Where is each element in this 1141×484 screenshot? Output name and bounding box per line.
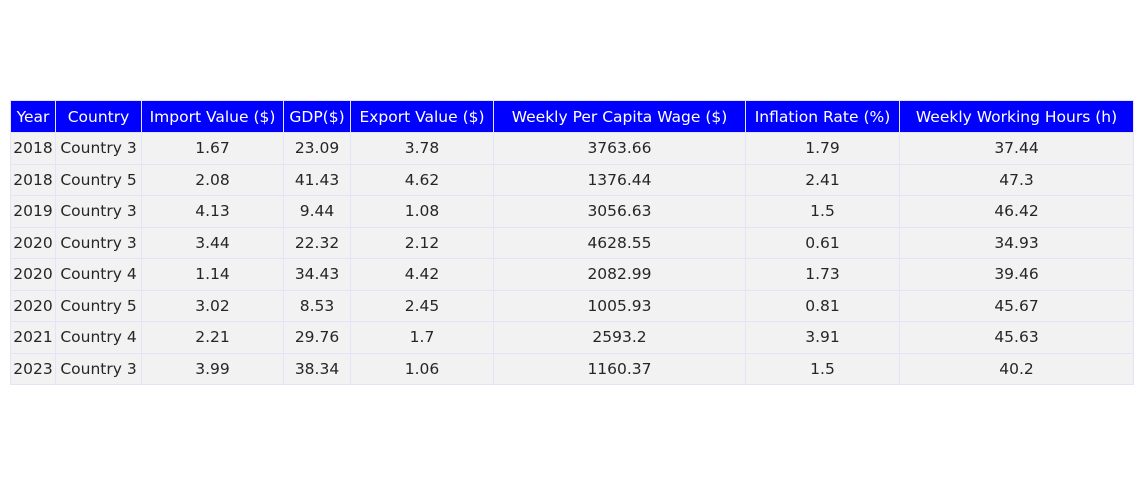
inflation-rate-cell: 3.91 — [745, 321, 900, 354]
table-row: 2020 Country 5 3.02 8.53 2.45 1005.93 0.81 45.6… — [10, 289, 1134, 322]
gdp-cell: 8.53 — [283, 289, 351, 322]
weekly-wage-cell: 3056.63 — [493, 195, 746, 228]
year-cell: 2018 — [10, 132, 56, 165]
inflation-rate-cell: 1.5 — [745, 195, 900, 228]
column-header-weekly-wage: Weekly Per Capita Wage ($) — [493, 100, 746, 133]
export-value-cell: 3.78 — [350, 132, 494, 165]
country-cell: Country 3 — [55, 352, 142, 385]
weekly-wage-cell: 3763.66 — [493, 132, 746, 165]
weekly-wage-cell: 4628.55 — [493, 226, 746, 259]
country-cell: Country 4 — [55, 321, 142, 354]
year-cell: 2018 — [10, 163, 56, 196]
working-hours-cell: 40.2 — [899, 352, 1134, 385]
column-header-inflation-rate: Inflation Rate (%) — [745, 100, 900, 133]
column-header-year: Year — [10, 100, 56, 133]
table-row: 2021 Country 4 2.21 29.76 1.7 2593.2 3.91 45.63 — [10, 321, 1134, 354]
weekly-wage-cell: 1160.37 — [493, 352, 746, 385]
import-value-cell: 3.02 — [141, 289, 284, 322]
data-table: Year Country Import Value ($) GDP($) Exp… — [10, 100, 1134, 385]
year-cell: 2021 — [10, 321, 56, 354]
weekly-wage-cell: 1005.93 — [493, 289, 746, 322]
country-cell: Country 5 — [55, 289, 142, 322]
inflation-rate-cell: 1.73 — [745, 258, 900, 291]
country-cell: Country 5 — [55, 163, 142, 196]
year-cell: 2023 — [10, 352, 56, 385]
gdp-cell: 34.43 — [283, 258, 351, 291]
working-hours-cell: 34.93 — [899, 226, 1134, 259]
export-value-cell: 4.62 — [350, 163, 494, 196]
import-value-cell: 3.99 — [141, 352, 284, 385]
export-value-cell: 1.06 — [350, 352, 494, 385]
table-row: 2020 Country 3 3.44 22.32 2.12 4628.55 0.61 34.… — [10, 226, 1134, 259]
year-cell: 2020 — [10, 289, 56, 322]
country-cell: Country 3 — [55, 226, 142, 259]
table-header: Year Country Import Value ($) GDP($) Exp… — [10, 100, 1134, 133]
table-row: 2023 Country 3 3.99 38.34 1.06 1160.37 1.5 40.2 — [10, 352, 1134, 385]
weekly-wage-cell: 2593.2 — [493, 321, 746, 354]
import-value-cell: 3.44 — [141, 226, 284, 259]
import-value-cell: 1.14 — [141, 258, 284, 291]
inflation-rate-cell: 1.5 — [745, 352, 900, 385]
country-cell: Country 4 — [55, 258, 142, 291]
export-value-cell: 1.7 — [350, 321, 494, 354]
weekly-wage-cell: 2082.99 — [493, 258, 746, 291]
working-hours-cell: 47.3 — [899, 163, 1134, 196]
import-value-cell: 2.08 — [141, 163, 284, 196]
column-header-gdp: GDP($) — [283, 100, 351, 133]
column-header-country: Country — [55, 100, 142, 133]
header-row: Year Country Import Value ($) GDP($) Exp… — [10, 100, 1134, 133]
working-hours-cell: 45.67 — [899, 289, 1134, 322]
gdp-cell: 29.76 — [283, 321, 351, 354]
inflation-rate-cell: 2.41 — [745, 163, 900, 196]
working-hours-cell: 46.42 — [899, 195, 1134, 228]
gdp-cell: 41.43 — [283, 163, 351, 196]
export-value-cell: 4.42 — [350, 258, 494, 291]
year-cell: 2020 — [10, 258, 56, 291]
export-value-cell: 2.45 — [350, 289, 494, 322]
import-value-cell: 1.67 — [141, 132, 284, 165]
export-value-cell: 2.12 — [350, 226, 494, 259]
column-header-working-hours: Weekly Working Hours (h) — [899, 100, 1134, 133]
import-value-cell: 2.21 — [141, 321, 284, 354]
table-row: 2018 Country 3 1.67 23.09 3.78 3763.66 1.79 37.… — [10, 132, 1134, 165]
inflation-rate-cell: 0.81 — [745, 289, 900, 322]
working-hours-cell: 39.46 — [899, 258, 1134, 291]
inflation-rate-cell: 0.61 — [745, 226, 900, 259]
table-row: 2020 Country 4 1.14 34.43 4.42 2082.99 1.73 39.… — [10, 258, 1134, 291]
table-row: 2018 Country 5 2.08 41.43 4.62 1376.44 2.41 47.… — [10, 163, 1134, 196]
table-body: 2018 Country 3 1.67 23.09 3.78 3763.66 1.79 37.… — [10, 132, 1134, 385]
export-value-cell: 1.08 — [350, 195, 494, 228]
country-cell: Country 3 — [55, 132, 142, 165]
gdp-cell: 9.44 — [283, 195, 351, 228]
weekly-wage-cell: 1376.44 — [493, 163, 746, 196]
gdp-cell: 23.09 — [283, 132, 351, 165]
import-value-cell: 4.13 — [141, 195, 284, 228]
year-cell: 2019 — [10, 195, 56, 228]
country-cell: Country 3 — [55, 195, 142, 228]
working-hours-cell: 37.44 — [899, 132, 1134, 165]
table-row: 2019 Country 3 4.13 9.44 1.08 3056.63 1.5 46.42 — [10, 195, 1134, 228]
gdp-cell: 22.32 — [283, 226, 351, 259]
column-header-import-value: Import Value ($) — [141, 100, 284, 133]
working-hours-cell: 45.63 — [899, 321, 1134, 354]
column-header-export-value: Export Value ($) — [350, 100, 494, 133]
gdp-cell: 38.34 — [283, 352, 351, 385]
inflation-rate-cell: 1.79 — [745, 132, 900, 165]
year-cell: 2020 — [10, 226, 56, 259]
